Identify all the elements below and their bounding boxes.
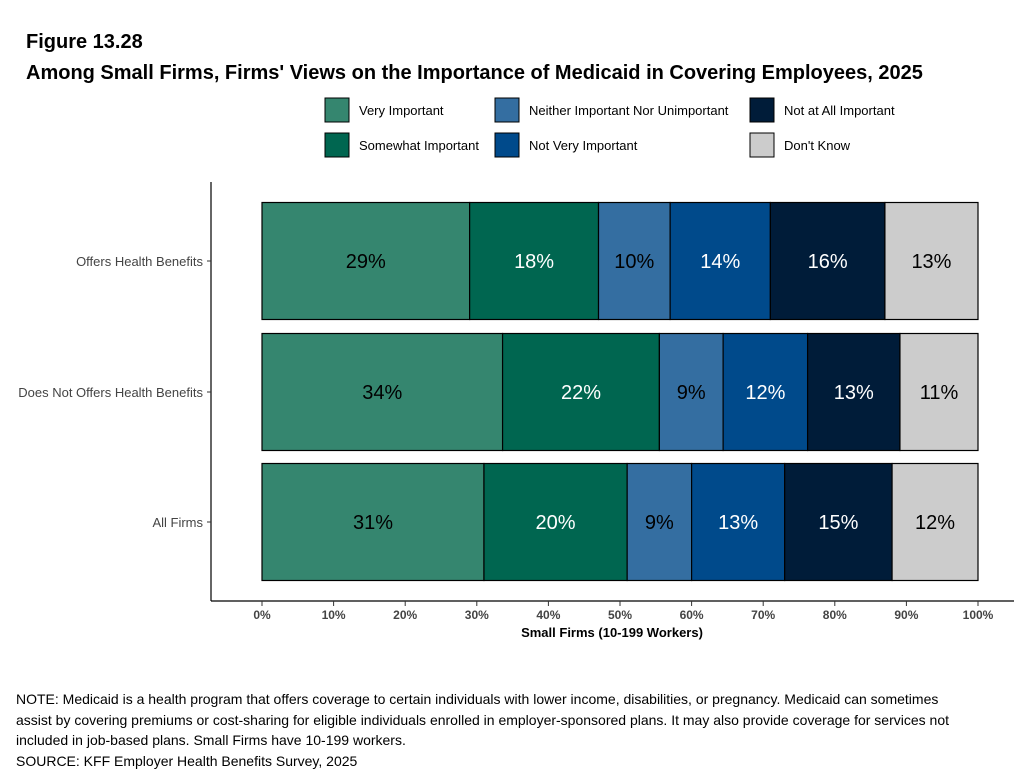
legend-label: Not at All Important <box>784 103 895 118</box>
data-label: 18% <box>514 251 554 273</box>
data-label: 16% <box>808 251 848 273</box>
legend-item: Neither Important Nor Unimportant <box>495 98 729 122</box>
legend-swatch <box>750 133 774 157</box>
x-tick-label: 80% <box>823 608 847 622</box>
data-label: 20% <box>536 512 576 534</box>
legend-item: Somewhat Important <box>325 133 479 157</box>
source-text: SOURCE: KFF Employer Health Benefits Sur… <box>16 751 976 771</box>
data-label: 13% <box>718 512 758 534</box>
data-label: 12% <box>745 382 785 404</box>
y-tick-label: Offers Health Benefits <box>76 254 203 269</box>
x-tick-label: 40% <box>536 608 560 622</box>
data-label: 11% <box>920 382 959 404</box>
legend-item: Don't Know <box>750 133 851 157</box>
data-label: 13% <box>834 382 874 404</box>
notes-block: NOTE: Medicaid is a health program that … <box>16 689 976 771</box>
legend-item: Not Very Important <box>495 133 638 157</box>
bars-group: 29% 18% 10% 14% 16% 13% 34% 22% 9% 12% 13% 11% 31% 20… <box>262 203 978 581</box>
x-tick-label: 60% <box>680 608 704 622</box>
data-label: 9% <box>677 382 706 404</box>
x-tick-label: 90% <box>894 608 918 622</box>
stacked-bar-chart: Very Important Somewhat Important Neither … <box>0 0 1023 650</box>
data-label: 31% <box>353 512 393 534</box>
legend-swatch <box>325 98 349 122</box>
legend-item: Very Important <box>325 98 444 122</box>
data-label: 29% <box>346 251 386 273</box>
legend-swatch <box>495 133 519 157</box>
legend-label: Somewhat Important <box>359 138 479 153</box>
legend-label: Not Very Important <box>529 138 638 153</box>
bar-row: 34% 22% 9% 12% 13% 11% <box>262 334 978 451</box>
legend-label: Neither Important Nor Unimportant <box>529 103 729 118</box>
x-tick-label: 50% <box>608 608 632 622</box>
legend-item: Not at All Important <box>750 98 895 122</box>
data-label: 9% <box>645 512 674 534</box>
y-tick-label: All Firms <box>152 515 203 530</box>
bar-row: 31% 20% 9% 13% 15% 12% <box>262 464 978 581</box>
legend-swatch <box>750 98 774 122</box>
data-label: 13% <box>911 251 951 273</box>
x-tick-label: 10% <box>322 608 346 622</box>
note-text: NOTE: Medicaid is a health program that … <box>16 689 976 751</box>
legend-swatch <box>325 133 349 157</box>
data-label: 14% <box>700 251 740 273</box>
data-label: 34% <box>362 382 402 404</box>
data-label: 15% <box>818 512 858 534</box>
x-tick-label: 30% <box>465 608 489 622</box>
data-label: 12% <box>915 512 955 534</box>
legend-swatch <box>495 98 519 122</box>
data-label: 22% <box>561 382 601 404</box>
x-tick-label: 0% <box>253 608 271 622</box>
x-tick-label: 70% <box>751 608 775 622</box>
legend-label: Don't Know <box>784 138 851 153</box>
legend: Very Important Somewhat Important Neither … <box>325 98 895 157</box>
legend-label: Very Important <box>359 103 444 118</box>
x-axis-title: Small Firms (10-199 Workers) <box>521 625 703 640</box>
x-tick-label: 20% <box>393 608 417 622</box>
bar-row: 29% 18% 10% 14% 16% 13% <box>262 203 978 320</box>
y-tick-label: Does Not Offers Health Benefits <box>18 385 203 400</box>
data-label: 10% <box>614 251 654 273</box>
x-tick-label: 100% <box>963 608 994 622</box>
